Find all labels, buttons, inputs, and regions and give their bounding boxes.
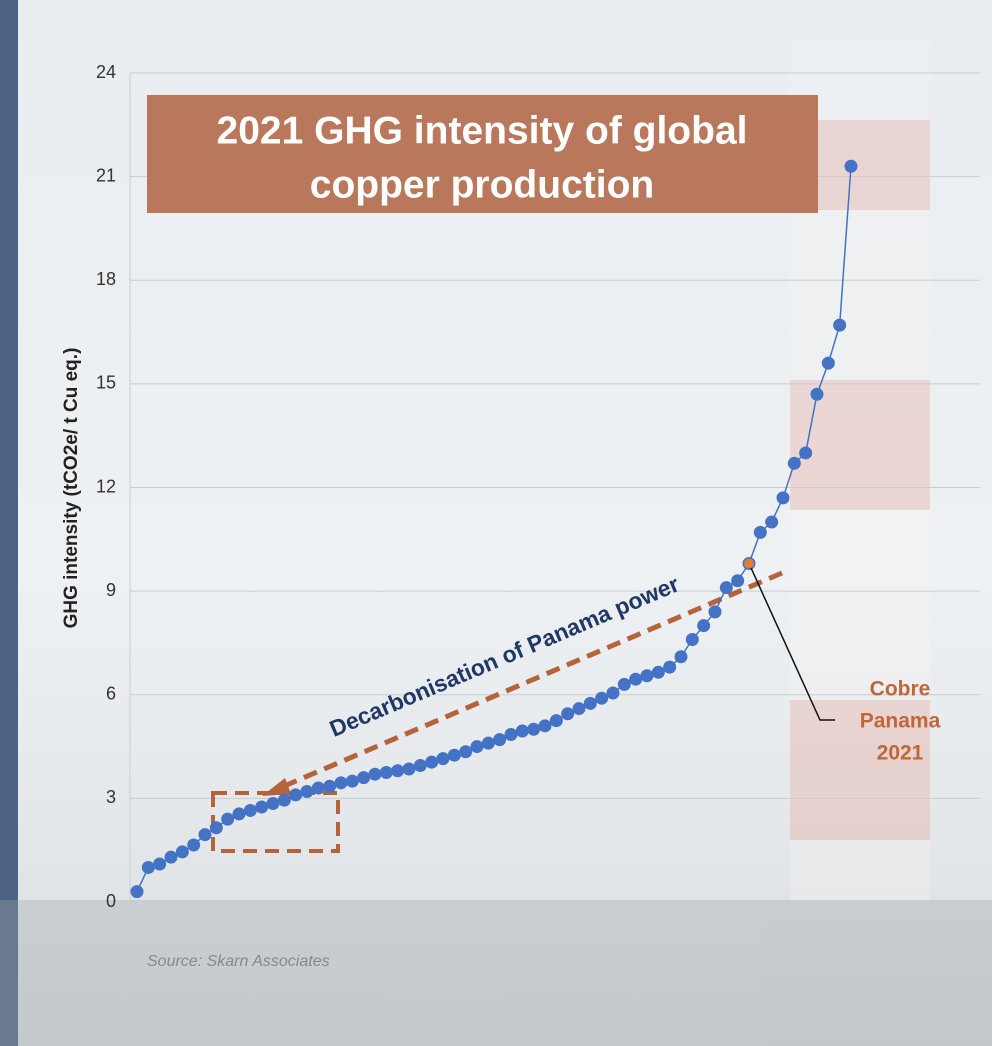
side-bar — [0, 0, 18, 1046]
data-point — [209, 821, 223, 835]
y-tick-label: 12 — [96, 476, 116, 496]
data-point — [311, 781, 325, 795]
data-point — [753, 525, 767, 539]
data-point — [538, 719, 552, 733]
data-point — [527, 722, 541, 736]
y-tick-label: 15 — [96, 373, 116, 393]
data-point — [640, 669, 654, 683]
data-point — [164, 850, 178, 864]
data-point — [198, 828, 212, 842]
data-point — [617, 677, 631, 691]
data-point — [606, 686, 620, 700]
data-point — [844, 159, 858, 173]
data-point — [221, 812, 235, 826]
data-point — [323, 779, 337, 793]
data-point — [549, 714, 563, 728]
highlight-label: Panama — [860, 710, 941, 733]
data-point — [345, 774, 359, 788]
data-point — [833, 318, 847, 332]
data-point — [708, 605, 722, 619]
y-tick-label: 24 — [96, 62, 116, 82]
data-point — [459, 745, 473, 759]
leader-line — [748, 563, 835, 721]
arrow-line — [274, 570, 783, 793]
data-point — [334, 776, 348, 790]
chart-title: copper production — [310, 163, 655, 206]
data-point — [391, 764, 405, 778]
highlight-label: Cobre — [870, 678, 931, 701]
data-point — [413, 759, 427, 773]
data-point — [515, 724, 529, 738]
data-point — [300, 784, 314, 798]
data-point — [187, 838, 201, 852]
data-point — [787, 456, 801, 470]
data-point — [663, 660, 677, 674]
data-point — [697, 619, 711, 633]
data-point — [141, 860, 155, 874]
data-point — [561, 707, 575, 721]
data-point — [731, 574, 745, 588]
chart-title: 2021 GHG intensity of global — [217, 109, 748, 152]
grid — [129, 72, 980, 903]
data-point — [153, 857, 167, 871]
y-tick-label: 0 — [106, 891, 116, 911]
data-point — [765, 515, 779, 529]
data-point — [368, 767, 382, 781]
data-point — [776, 491, 790, 505]
data-point — [379, 765, 393, 779]
highlight-label: 2021 — [877, 742, 924, 765]
data-point — [289, 788, 303, 802]
data-point — [810, 387, 824, 401]
data-point — [277, 793, 291, 807]
data-point — [719, 581, 733, 595]
source: Source: Skarn Associates — [147, 953, 330, 970]
data-point — [504, 727, 518, 741]
data-point — [243, 803, 257, 817]
data-point — [595, 691, 609, 705]
data-point — [493, 733, 507, 747]
data-point — [821, 356, 835, 370]
y-axis-label: GHG intensity (tCO2e/ t Cu eq.) — [61, 348, 82, 629]
y-tick-label: 9 — [106, 580, 116, 600]
dashed-box — [211, 791, 340, 853]
data-point — [583, 696, 597, 710]
data-point — [232, 807, 246, 821]
data-point — [266, 797, 280, 811]
annotation: Decarbonisation of Panama power — [326, 571, 683, 742]
data-point — [130, 885, 144, 899]
data-point — [175, 845, 189, 859]
y-tick-label: 6 — [106, 684, 116, 704]
data-point — [799, 446, 813, 460]
data-line — [136, 166, 852, 892]
background-chimney — [0, 40, 992, 1046]
y-tick-label: 21 — [96, 165, 116, 185]
data-point — [674, 650, 688, 664]
data-point — [572, 702, 586, 716]
data-point — [402, 762, 416, 776]
data-point — [255, 800, 269, 814]
data-point — [651, 665, 665, 679]
data-point — [436, 752, 450, 766]
data-point — [357, 771, 371, 785]
highlight-point — [744, 558, 754, 569]
title-box — [147, 95, 818, 213]
data-point — [425, 755, 439, 769]
data-point — [481, 736, 495, 750]
arrow-head — [262, 778, 291, 796]
y-tick-label: 3 — [106, 787, 116, 807]
data-point — [685, 632, 699, 646]
data-point — [629, 672, 643, 686]
data-point — [447, 748, 461, 762]
data-point — [470, 740, 484, 754]
y-tick-label: 18 — [96, 269, 116, 289]
